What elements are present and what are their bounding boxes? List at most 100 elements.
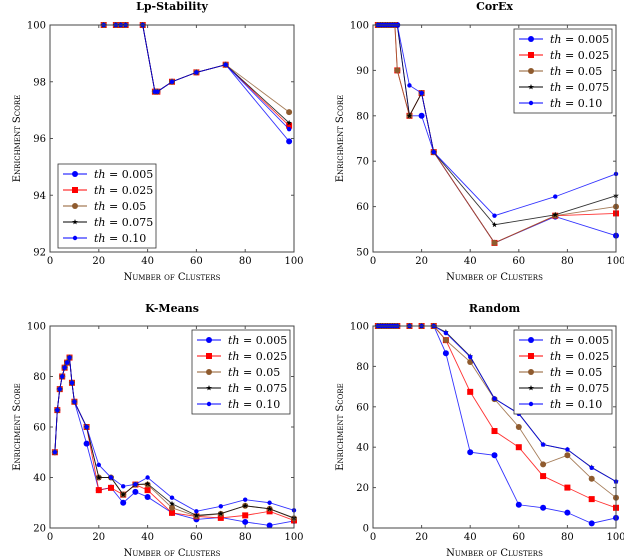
data-point <box>286 119 292 126</box>
data-point <box>407 83 412 88</box>
legend-value: = 0.05 <box>562 65 603 78</box>
y-tick-label: 0 <box>363 524 369 535</box>
series-0.10 <box>52 355 297 514</box>
legend-label: th = 0.075 <box>94 216 153 229</box>
x-tick-label: 20 <box>415 256 428 267</box>
legend-marker <box>206 353 212 359</box>
y-tick-label: 40 <box>33 473 46 484</box>
y-tick-label: 60 <box>356 402 369 413</box>
legend-label: th = 0.005 <box>94 168 153 181</box>
y-tick-label: 92 <box>33 248 46 259</box>
data-point <box>169 504 175 511</box>
chart-title: Random <box>469 302 521 315</box>
data-point <box>540 473 547 480</box>
data-point <box>169 79 175 84</box>
x-tick-label: 100 <box>606 532 624 543</box>
x-tick-label: 60 <box>190 532 203 543</box>
data-point <box>515 424 522 430</box>
legend-item: th = 0.025 <box>197 350 287 363</box>
data-point <box>155 89 160 94</box>
legend-label: th = 0.05 <box>228 366 280 379</box>
legend-marker <box>72 235 78 241</box>
data-point <box>62 365 67 370</box>
data-point <box>286 109 293 116</box>
legend-marker <box>206 369 212 375</box>
legend-label: th = 0.10 <box>228 398 280 411</box>
x-axis-label: Number of Clusters <box>446 272 543 283</box>
legend-th: th <box>550 350 562 363</box>
data-point <box>266 505 273 512</box>
legend-th: th <box>228 382 240 395</box>
y-tick-label: 100 <box>27 322 46 333</box>
x-tick-label: 0 <box>47 256 53 267</box>
legend-value: = 0.05 <box>106 200 147 213</box>
legend-marker <box>528 369 534 375</box>
data-point <box>83 440 90 447</box>
data-point <box>120 499 127 506</box>
legend-value: = 0.005 <box>562 33 610 46</box>
legend-th: th <box>94 216 106 229</box>
data-point <box>564 509 571 516</box>
data-point <box>418 112 425 119</box>
data-point <box>565 447 570 452</box>
legend-item: th = 0.005 <box>63 168 153 181</box>
legend-th: th <box>94 232 106 245</box>
legend-label: th = 0.10 <box>550 398 602 411</box>
legend-marker <box>72 187 78 193</box>
legend-th: th <box>94 200 106 213</box>
data-point <box>194 509 199 514</box>
data-point <box>491 452 498 459</box>
x-tick-label: 20 <box>415 532 428 543</box>
legend-value: = 0.10 <box>106 232 147 245</box>
plot-frame <box>49 325 295 529</box>
y-axis-label: Enrichment Score <box>12 383 23 471</box>
legend-item: th = 0.10 <box>519 97 602 110</box>
series-0.10 <box>101 22 292 132</box>
y-tick-label: 98 <box>33 77 46 88</box>
y-tick-label: 80 <box>33 372 46 383</box>
legend-marker <box>528 100 534 106</box>
legend-label: th = 0.075 <box>550 81 609 94</box>
legend-value: = 0.005 <box>562 334 610 347</box>
data-point <box>243 497 248 502</box>
data-point <box>57 386 62 392</box>
data-point <box>169 509 175 516</box>
series-line <box>103 24 290 142</box>
legend-marker <box>528 68 534 74</box>
legend-label: th = 0.005 <box>228 334 287 347</box>
data-point <box>394 67 401 74</box>
data-point <box>144 493 151 500</box>
legend-label: th = 0.10 <box>94 232 146 245</box>
legend-item: th = 0.10 <box>519 398 602 411</box>
data-point <box>64 360 70 365</box>
legend-value: = 0.075 <box>562 382 610 395</box>
legend-label: th = 0.025 <box>228 350 287 363</box>
legend-label: th = 0.005 <box>550 33 609 46</box>
x-tick-label: 20 <box>92 532 105 543</box>
legend-item: th = 0.025 <box>519 350 609 363</box>
data-point <box>540 461 547 468</box>
data-point <box>217 514 224 521</box>
legend-th: th <box>94 168 106 181</box>
x-tick-label: 0 <box>370 532 376 543</box>
data-point <box>120 491 127 498</box>
legend-value: = 0.005 <box>240 334 288 347</box>
y-tick-label: 94 <box>33 191 46 202</box>
legend-item: th = 0.075 <box>63 216 153 229</box>
data-point <box>431 149 436 155</box>
data-point <box>108 475 114 480</box>
legend-item: th = 0.05 <box>197 366 280 379</box>
x-tick-label: 40 <box>141 256 154 267</box>
legend-value: = 0.025 <box>106 184 154 197</box>
legend-value: = 0.005 <box>106 168 154 181</box>
y-tick-label: 20 <box>356 483 369 494</box>
data-point <box>69 380 75 386</box>
legend-marker <box>528 337 534 343</box>
legend-marker <box>528 84 534 90</box>
legend-item: th = 0.05 <box>63 200 146 213</box>
x-tick-label: 80 <box>561 256 574 267</box>
data-point <box>144 480 151 487</box>
y-axis-label: Enrichment Score <box>335 383 346 471</box>
data-point <box>467 358 474 365</box>
chart-title: CorEx <box>476 0 513 13</box>
